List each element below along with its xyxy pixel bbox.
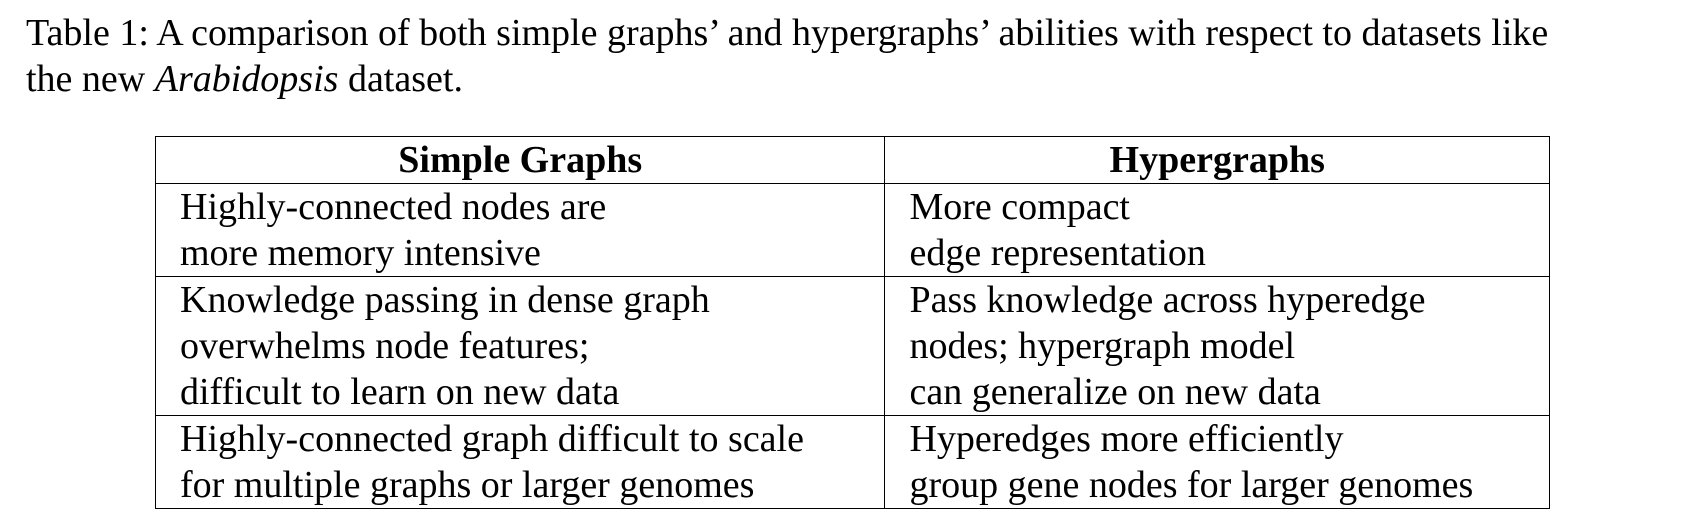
table-caption: Table 1: A comparison of both simple gra… bbox=[26, 10, 1676, 102]
cell-line: group gene nodes for larger genomes bbox=[909, 464, 1474, 506]
table-header-row: Simple Graphs Hypergraphs bbox=[154, 136, 1550, 184]
cell-line: nodes; hypergraph model bbox=[909, 325, 1296, 367]
cell-line: difficult to learn on new data bbox=[180, 371, 620, 413]
cell-line: Highly-connected nodes are bbox=[180, 186, 607, 228]
cell-simple-scale: Highly-connected graph difficult to scal… bbox=[154, 415, 886, 509]
cell-simple-knowledge: Knowledge passing in dense graph overwhe… bbox=[154, 276, 886, 416]
header-hypergraphs: Hypergraphs bbox=[884, 136, 1550, 184]
cell-line: Hyperedges more efficiently bbox=[909, 418, 1344, 460]
cell-line: Knowledge passing in dense graph bbox=[180, 279, 710, 321]
cell-line: more memory intensive bbox=[180, 232, 541, 274]
cell-simple-memory: Highly-connected nodes are more memory i… bbox=[154, 183, 886, 277]
cell-line: overwhelms node features; bbox=[180, 325, 590, 367]
comparison-table: Simple Graphs Hypergraphs Highly-connect… bbox=[154, 136, 1550, 509]
cell-line: for multiple graphs or larger genomes bbox=[180, 464, 755, 506]
caption-line-2-suffix: dataset. bbox=[338, 58, 463, 100]
cell-line: can generalize on new data bbox=[909, 371, 1321, 413]
caption-line-2: the new Arabidopsis dataset. bbox=[26, 56, 1676, 102]
cell-line: Highly-connected graph difficult to scal… bbox=[180, 418, 804, 460]
caption-species-name: Arabidopsis bbox=[154, 58, 339, 100]
header-simple-graphs: Simple Graphs bbox=[154, 136, 886, 184]
table-row: Knowledge passing in dense graph overwhe… bbox=[154, 276, 1550, 416]
cell-line: Pass knowledge across hyperedge bbox=[909, 279, 1426, 321]
caption-line-1: Table 1: A comparison of both simple gra… bbox=[26, 12, 1549, 54]
cell-hyper-memory: More compact edge representation bbox=[884, 183, 1550, 277]
cell-line: edge representation bbox=[909, 232, 1206, 274]
cell-hyper-scale: Hyperedges more efficiently group gene n… bbox=[884, 415, 1550, 509]
table-row: Highly-connected nodes are more memory i… bbox=[154, 183, 1550, 277]
cell-hyper-knowledge: Pass knowledge across hyperedge nodes; h… bbox=[884, 276, 1550, 416]
cell-line: More compact bbox=[909, 186, 1130, 228]
table-row: Highly-connected graph difficult to scal… bbox=[154, 415, 1550, 509]
caption-line-2-prefix: the new bbox=[26, 58, 155, 100]
